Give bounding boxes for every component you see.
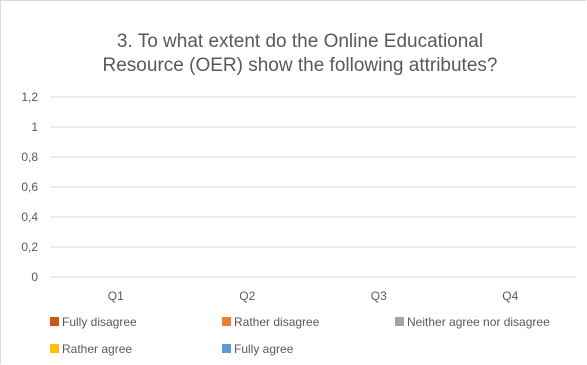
legend: Fully disagree Rather disagree Neither agr… (50, 315, 550, 356)
y-tick-label: 0,8 (21, 150, 38, 164)
y-tick-label: 1,2 (21, 90, 38, 104)
legend-item: Fully agree (222, 342, 294, 356)
legend-swatch (222, 344, 231, 353)
legend-label: Rather disagree (234, 315, 320, 329)
y-tick-label: 0,2 (21, 240, 38, 254)
legend-swatch (50, 344, 59, 353)
x-tick-label: Q1 (108, 289, 124, 303)
legend-label: Rather agree (62, 342, 132, 356)
y-tick-label: 0,4 (21, 210, 38, 224)
y-tick-label: 0,6 (21, 180, 38, 194)
legend-item: Rather agree (50, 342, 132, 356)
gridlines (50, 96, 576, 278)
legend-item: Fully disagree (50, 315, 137, 329)
legend-label: Neither agree nor disagree (407, 315, 550, 329)
y-axis-ticks: 0 0,2 0,4 0,6 0,8 1 1,2 (21, 90, 38, 284)
legend-swatch (395, 317, 404, 326)
y-tick-label: 1 (31, 120, 38, 134)
legend-label: Fully disagree (62, 315, 137, 329)
legend-swatch (222, 317, 231, 326)
chart-title-line-2: Resource (OER) show the following attrib… (103, 55, 498, 76)
chart-title-line-1: 3. To what extent do the Online Educatio… (117, 31, 483, 52)
x-axis-ticks: Q1 Q2 Q3 Q4 (108, 289, 519, 303)
legend-item: Rather disagree (222, 315, 320, 329)
legend-swatch (50, 317, 59, 326)
x-tick-label: Q3 (371, 289, 387, 303)
x-tick-label: Q2 (239, 289, 255, 303)
y-tick-label: 0 (31, 270, 38, 284)
legend-label: Fully agree (234, 342, 294, 356)
x-tick-label: Q4 (502, 289, 518, 303)
legend-item: Neither agree nor disagree (395, 315, 550, 329)
